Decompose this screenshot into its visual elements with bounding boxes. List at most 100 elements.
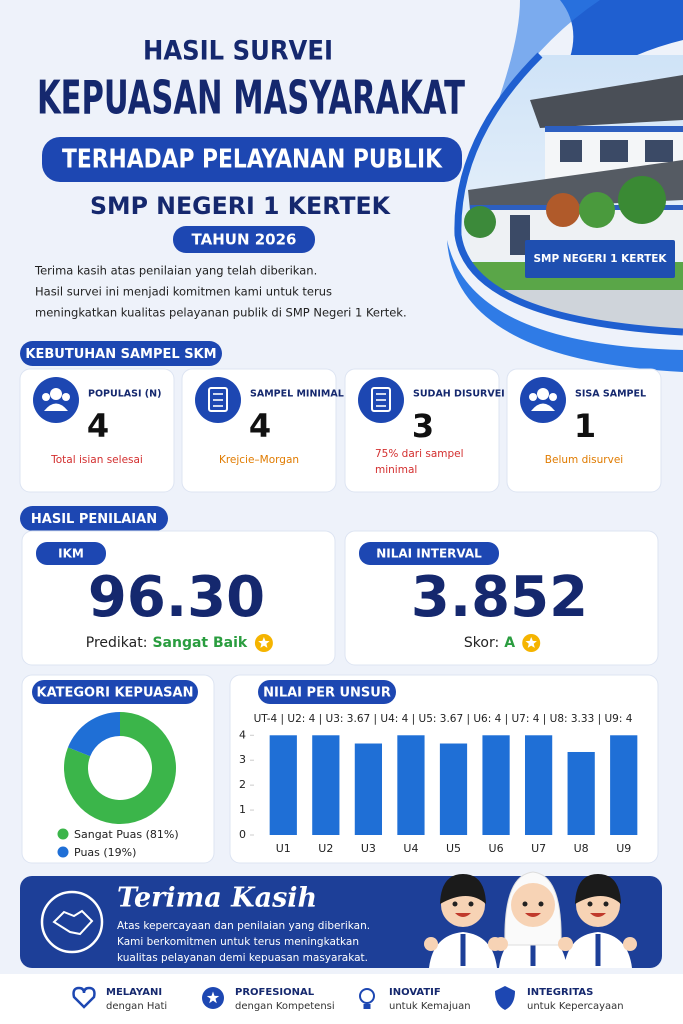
intro-line: Terima kasih atas penilaian yang telah d… (34, 264, 317, 278)
charts: KATEGORI KEPUASAN Sangat Puas (81%) Puas (… (21, 674, 659, 864)
section-label: KATEGORI KEPUASAN (37, 686, 194, 701)
icon (50, 388, 62, 400)
title-top: HASIL SURVEI (143, 36, 333, 67)
thanks-line: kualitas pelayanan demi kepuasan masyara… (117, 952, 368, 964)
kid-eye (538, 901, 544, 907)
icon (537, 388, 549, 400)
icon-star (206, 991, 220, 1004)
kid-eye (522, 901, 528, 907)
thanks-title: Terima Kasih (117, 883, 317, 914)
legend-label: Puas (19%) (74, 846, 136, 859)
icon (208, 387, 228, 412)
value-subtitle: dengan Kompetensi (235, 1001, 335, 1012)
x-tick-label: U2 (318, 842, 333, 855)
icon (62, 393, 70, 401)
kid-smile (590, 913, 606, 917)
thanks-line: Atas kepercayaan dan penilaian yang dibe… (117, 920, 370, 932)
year: TAHUN 2026 (192, 231, 297, 249)
kid-hair (575, 874, 621, 904)
card-label: POPULASI (N) (88, 389, 161, 400)
kid-thumb (494, 937, 508, 951)
x-tick-label: U4 (403, 842, 418, 855)
card-note: 75% dari sampel (375, 448, 464, 460)
intro-line: Hasil survei ini menjadi komitmen kami u… (35, 285, 332, 299)
rating-value: A (504, 635, 515, 651)
thanks-banner: Terima Kasih Atas kepercayaan dan penilai… (20, 871, 662, 968)
x-tick-label: U7 (531, 842, 546, 855)
icon-bulb-base (363, 1004, 371, 1009)
sample-section: KEBUTUHAN SAMPEL SKM POPULASI (N) 4 Total i… (19, 341, 662, 493)
y-tick-label: 1 (239, 803, 246, 816)
value-title: PROFESIONAL (235, 987, 315, 998)
card-value: 4 (249, 407, 271, 445)
card-value: 1 (574, 407, 596, 445)
bar (524, 735, 553, 835)
x-tick-label: U9 (616, 842, 631, 855)
kid-thumb (559, 937, 573, 951)
x-tick-label: U8 (574, 842, 589, 855)
value-subtitle: untuk Kemajuan (389, 1001, 471, 1012)
value-subtitle: dengan Hati (106, 1001, 167, 1012)
kid-thumb (623, 937, 637, 951)
section-label: KEBUTUHAN SAMPEL SKM (25, 347, 216, 362)
rating: Predikat: Sangat Baik (86, 635, 248, 651)
star (525, 637, 537, 648)
bar (312, 735, 340, 835)
card (21, 530, 336, 666)
value-title: INOVATIF (389, 987, 441, 998)
card-value: 3 (412, 407, 434, 445)
y-tick-label: 4 (239, 728, 246, 741)
handshake (52, 909, 94, 936)
x-tick-label: U1 (276, 842, 291, 855)
label-pill (359, 542, 499, 565)
photo-sign: SMP NEGERI 1 KERTEK (533, 253, 667, 265)
swoosh (447, 240, 683, 372)
x-tick-label: U5 (446, 842, 461, 855)
card-note: Total isian selesai (50, 454, 143, 466)
icon-bulb (359, 988, 375, 1004)
icon (44, 403, 68, 411)
card-label: SUDAH DISURVEI (413, 389, 505, 400)
section-pill (20, 506, 168, 531)
bar (397, 735, 425, 835)
big-value: 3.852 (411, 565, 588, 630)
kid-smile (525, 913, 541, 917)
kid-face (511, 883, 555, 927)
y-tick-label: 3 (239, 753, 246, 766)
donut-slice (67, 712, 120, 757)
card-value: 4 (87, 407, 109, 445)
icon-heart (72, 986, 96, 1009)
kid-hair (440, 874, 486, 904)
subtitle-banner (42, 137, 462, 182)
value-title: INTEGRITAS (527, 987, 593, 998)
rating: Skor: A (464, 635, 515, 651)
handshake-ring (40, 890, 104, 954)
label: IKM (58, 547, 84, 561)
label: NILAI INTERVAL (376, 547, 482, 561)
section-pill (258, 680, 396, 704)
icon (549, 393, 557, 401)
card-note: Krejcie–Morgan (219, 454, 299, 466)
thanks-line: Kami berkomitmen untuk terus meningkatka… (117, 936, 359, 948)
y-tick-label: 2 (239, 778, 246, 791)
kid-smile (455, 913, 471, 917)
big-value: 96.30 (88, 565, 265, 630)
label-pill (36, 542, 106, 565)
rating-label: Predikat: (86, 635, 148, 651)
value-title: MELAYANI (106, 987, 162, 998)
title-main: KEPUASAN MASYARAKAT (37, 71, 465, 125)
icon-shield (495, 986, 515, 1010)
y-tick-label: 0 (239, 828, 246, 841)
values-row: MELAYANI dengan Hati PROFESIONAL dengan Kom… (0, 974, 683, 1024)
star (258, 637, 270, 648)
x-tick-label: U3 (361, 842, 376, 855)
legend-swatch (57, 828, 69, 840)
donut-slice (63, 712, 176, 824)
result-section: HASIL PENILAIAN IKM 96.30 Predikat: Sangat B… (20, 506, 659, 666)
section-label: HASIL PENILAIAN (31, 512, 157, 527)
kid-thumb (424, 937, 438, 951)
bar (567, 751, 595, 835)
school-name: SMP NEGERI 1 KERTEK (90, 192, 391, 220)
icon (42, 393, 50, 401)
